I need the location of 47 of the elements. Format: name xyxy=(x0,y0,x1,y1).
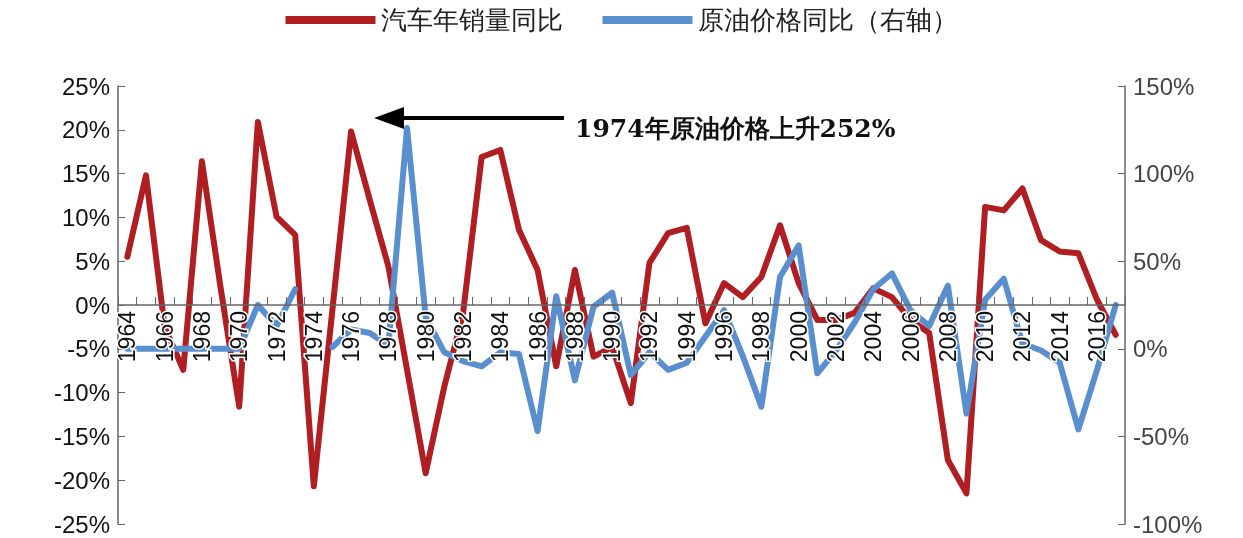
x-tick-label: 1984 xyxy=(487,310,514,363)
legend-label: 汽车年销量同比 xyxy=(380,5,563,35)
y-tick-label: -5% xyxy=(67,335,110,363)
y2-tick-label: 150% xyxy=(1133,72,1195,100)
x-tick-label: 1986 xyxy=(524,311,551,363)
x-tick-label: 1964 xyxy=(114,310,141,363)
x-tick-label: 2016 xyxy=(1084,311,1111,363)
y2-tick-label: -100% xyxy=(1133,510,1203,538)
y2-tick-label: 0% xyxy=(1133,335,1168,363)
annotation: 1974年原油价格上升252% xyxy=(575,114,896,143)
y-tick-label: -10% xyxy=(53,379,110,407)
y-tick-label: 25% xyxy=(61,72,110,100)
x-tick-label: 1998 xyxy=(748,311,775,363)
x-tick-label: 2012 xyxy=(1009,311,1036,363)
y-tick-label: 20% xyxy=(61,116,110,144)
x-tick-label: 1994 xyxy=(673,310,700,363)
x-tick-label: 1970 xyxy=(226,311,253,363)
y-tick-label: 10% xyxy=(61,203,110,231)
x-tick-label: 1974 xyxy=(300,310,327,363)
y2-tick-label: 100% xyxy=(1133,160,1195,188)
y-tick-label: 5% xyxy=(75,247,110,275)
x-tick-label: 1980 xyxy=(412,311,439,363)
x-tick-label: 1992 xyxy=(636,311,663,363)
y2-tick-label: 50% xyxy=(1133,247,1182,275)
x-tick-label: 2006 xyxy=(897,311,924,363)
x-tick-label: 1996 xyxy=(711,311,738,363)
y-tick-label: 15% xyxy=(61,160,110,188)
x-tick-label: 2000 xyxy=(785,311,812,363)
x-tick-label: 1988 xyxy=(561,311,588,363)
y-tick-label: 0% xyxy=(75,291,110,319)
x-tick-label: 2014 xyxy=(1046,310,1073,363)
y-tick-label: -15% xyxy=(53,422,110,450)
x-tick-label: 1966 xyxy=(151,311,178,363)
y-tick-label: -25% xyxy=(53,510,110,538)
x-tick-label: 1990 xyxy=(599,311,626,363)
x-tick-label: 2010 xyxy=(972,311,999,363)
x-tick-label: 2008 xyxy=(934,311,961,363)
x-tick-label: 2004 xyxy=(860,310,887,363)
y2-tick-label: -50% xyxy=(1133,422,1190,450)
x-tick-label: 1982 xyxy=(449,311,476,363)
legend-label: 原油价格同比（右轴） xyxy=(697,5,958,35)
x-tick-label: 1976 xyxy=(338,311,365,363)
x-tick-label: 2002 xyxy=(822,311,849,363)
x-tick-label: 1968 xyxy=(188,311,215,363)
x-tick-label: 1978 xyxy=(375,311,402,363)
x-tick-label: 1972 xyxy=(263,311,290,363)
y-tick-label: -20% xyxy=(53,466,110,494)
